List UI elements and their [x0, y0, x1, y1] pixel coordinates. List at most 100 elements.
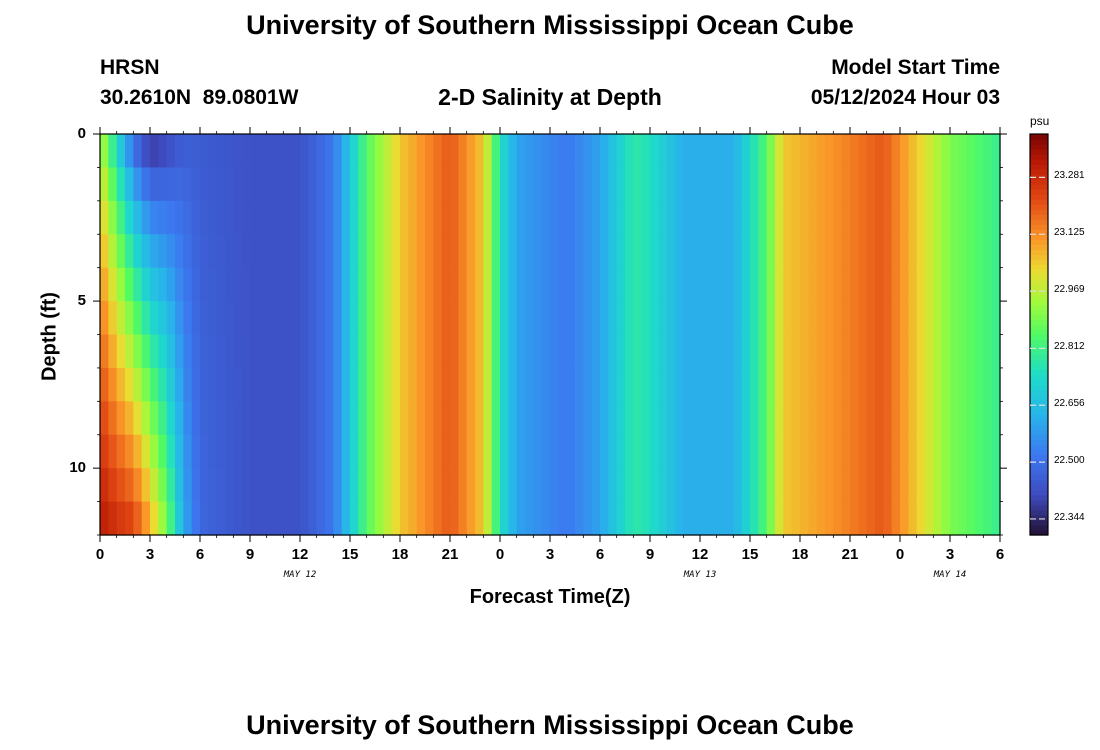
- heatmap-cell: [958, 200, 968, 235]
- heatmap-cell: [341, 134, 351, 169]
- heatmap-cell: [983, 301, 993, 336]
- heatmap-cell: [558, 200, 568, 235]
- heatmap-cell: [300, 468, 309, 503]
- heatmap-cell: [358, 267, 368, 302]
- heatmap-cell: [716, 434, 726, 469]
- heatmap-cell: [991, 434, 1001, 469]
- colorbar-segment: [1030, 294, 1048, 301]
- colorbar-segment: [1030, 494, 1048, 501]
- heatmap-cell: [833, 401, 843, 436]
- heatmap-cell: [250, 234, 259, 269]
- heatmap-cell: [450, 367, 459, 402]
- heatmap-cell: [341, 234, 351, 269]
- heatmap-cell: [566, 134, 576, 169]
- heatmap-cell: [250, 200, 259, 235]
- heatmap-cell: [933, 334, 943, 369]
- heatmap-cell: [950, 401, 959, 436]
- heatmap-cell: [900, 434, 909, 469]
- heatmap-cell: [458, 234, 468, 269]
- heatmap-cell: [400, 267, 409, 302]
- y-axis-label: Depth (ft): [38, 292, 61, 381]
- heatmap-cell: [275, 367, 284, 402]
- heatmap-cell: [575, 468, 584, 503]
- heatmap-cell: [816, 267, 826, 302]
- heatmap-cell: [908, 334, 918, 369]
- heatmap-cell: [933, 134, 943, 169]
- heatmap-cell: [750, 501, 759, 536]
- heatmap-cell: [250, 267, 259, 302]
- heatmap-cell: [133, 134, 143, 169]
- heatmap-cell: [291, 134, 301, 169]
- heatmap-cell: [133, 401, 143, 436]
- heatmap-cell: [925, 501, 934, 536]
- heatmap-cell: [575, 134, 584, 169]
- heatmap-cell: [525, 501, 534, 536]
- heatmap-cell: [183, 134, 193, 169]
- heatmap-cell: [558, 401, 568, 436]
- heatmap-cell: [683, 367, 693, 402]
- x-tick-label: 3: [145, 546, 155, 563]
- heatmap-cell: [558, 134, 568, 169]
- heatmap-cell: [783, 367, 793, 402]
- heatmap-cell: [825, 501, 834, 536]
- heatmap-cell: [808, 367, 818, 402]
- heatmap-cell: [191, 167, 201, 202]
- heatmap-cell: [700, 367, 709, 402]
- heatmap-cell: [650, 468, 659, 503]
- heatmap-cell: [750, 468, 759, 503]
- heatmap-cell: [608, 234, 618, 269]
- heatmap-cell: [666, 200, 676, 235]
- heatmap-cell: [958, 301, 968, 336]
- heatmap-cell: [958, 468, 968, 503]
- heatmap-cell: [383, 301, 393, 336]
- heatmap-cell: [800, 434, 809, 469]
- x-tick-label: 3: [545, 546, 555, 563]
- heatmap-cell: [625, 434, 634, 469]
- heatmap-cell: [158, 401, 168, 436]
- heatmap-cell: [250, 301, 259, 336]
- heatmap-cell: [225, 334, 234, 369]
- heatmap-cell: [866, 334, 876, 369]
- heatmap-cell: [125, 134, 134, 169]
- heatmap-cell: [933, 367, 943, 402]
- heatmap-cell: [250, 167, 259, 202]
- heatmap-cell: [366, 334, 376, 369]
- heatmap-cell: [175, 401, 184, 436]
- heatmap-cell: [566, 501, 576, 536]
- colorbar-segment: [1030, 374, 1048, 381]
- heatmap-cell: [400, 401, 409, 436]
- heatmap-cell: [408, 301, 418, 336]
- heatmap-cell: [316, 468, 326, 503]
- heatmap-cell: [716, 367, 726, 402]
- heatmap-cell: [358, 234, 368, 269]
- heatmap-cell: [175, 134, 184, 169]
- heatmap-cell: [775, 234, 784, 269]
- heatmap-cell: [158, 301, 168, 336]
- heatmap-cell: [333, 200, 343, 235]
- heatmap-cell: [508, 200, 518, 235]
- heatmap-cell: [416, 167, 426, 202]
- heatmap-cell: [850, 167, 859, 202]
- heatmap-cell: [891, 200, 901, 235]
- heatmap-cell: [741, 301, 751, 336]
- heatmap-cell: [116, 267, 126, 302]
- colorbar-tick-label: 23.125: [1054, 227, 1085, 239]
- heatmap-cell: [391, 468, 401, 503]
- heatmap-cell: [616, 234, 626, 269]
- heatmap-cell: [525, 167, 534, 202]
- heatmap-cell: [283, 234, 293, 269]
- heatmap-cell: [575, 434, 584, 469]
- heatmap-cell: [841, 167, 851, 202]
- heatmap-cell: [250, 367, 259, 402]
- heatmap-cell: [358, 334, 368, 369]
- heatmap-cell: [883, 200, 893, 235]
- heatmap-cell: [425, 267, 434, 302]
- colorbar-segment: [1030, 384, 1048, 391]
- heatmap-cell: [366, 267, 376, 302]
- colorbar-segment: [1030, 214, 1048, 220]
- colorbar-segment: [1030, 169, 1048, 175]
- heatmap-cell: [141, 334, 151, 369]
- heatmap-cell: [433, 267, 443, 302]
- heatmap-cell: [333, 501, 343, 536]
- heatmap-cell: [691, 501, 701, 536]
